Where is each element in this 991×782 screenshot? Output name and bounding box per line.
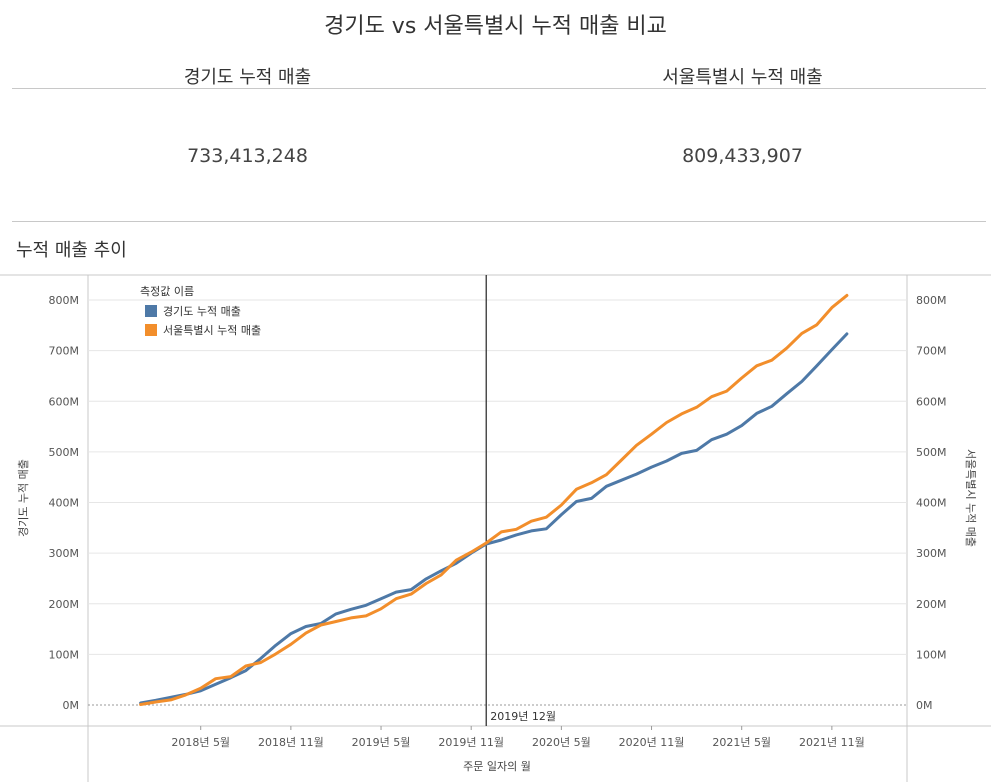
x-tick-label: 2019년 5월: [352, 736, 411, 749]
section-divider: [12, 221, 986, 222]
kpi-gyeonggi-value: 733,413,248: [187, 145, 308, 167]
dashboard-title: 경기도 vs 서울특별시 누적 매출 비교: [324, 14, 667, 39]
y-tick-label-left: 600M: [49, 395, 80, 408]
series-lines: [139, 293, 849, 706]
y-tick-label-right: 300M: [916, 547, 947, 560]
x-tick-label: 2018년 11월: [258, 736, 324, 749]
reference-line-group: 2019년 12월: [485, 275, 556, 726]
legend-entry[interactable]: 경기도 누적 매출: [163, 305, 241, 318]
chart-section-title: 누적 매출 추이: [16, 240, 127, 261]
y-axis-right: 0M 100M 200M 300M 400M 500M 600M 700M 800M: [916, 294, 947, 712]
kpi-divider: [12, 88, 986, 89]
y-tick-label-left: 0M: [63, 699, 80, 712]
y-tick-label-right: 400M: [916, 497, 947, 510]
chart-gridlines: [88, 299, 907, 706]
kpi-seoul-label: 서울특별시 누적 매출: [662, 67, 823, 88]
y-tick-label-left: 400M: [49, 497, 80, 510]
x-tick-label: 2018년 5월: [171, 736, 230, 749]
y-tick-label-right: 600M: [916, 395, 947, 408]
y-tick-label-right: 100M: [916, 648, 947, 661]
y-tick-label-left: 800M: [49, 294, 80, 307]
x-tick-label: 2019년 11월: [438, 736, 504, 749]
legend-swatch: [145, 305, 157, 317]
x-axis-title: 주문 일자의 월: [463, 759, 531, 773]
y-tick-label-right: 500M: [916, 446, 947, 459]
x-tick-label: 2020년 5월: [532, 736, 591, 749]
y-tick-label-right: 800M: [916, 294, 947, 307]
kpi-seoul-value: 809,433,907: [682, 145, 803, 167]
x-tick-label: 2021년 5월: [712, 736, 771, 749]
series-line-gyeonggi[interactable]: [139, 332, 849, 705]
x-tick-label: 2021년 11월: [799, 736, 865, 749]
y-tick-label-left: 300M: [49, 547, 80, 560]
kpi-gyeonggi-label: 경기도 누적 매출: [183, 67, 312, 88]
y-tick-label-right: 700M: [916, 345, 947, 358]
y-tick-label-left: 200M: [49, 598, 80, 611]
y-axis-right-title: 서울특별시 누적 매출: [964, 449, 977, 547]
y-axis-left-title: 경기도 누적 매출: [17, 459, 30, 537]
y-tick-label-left: 500M: [49, 446, 80, 459]
y-tick-label-left: 700M: [49, 345, 80, 358]
y-tick-label-right: 0M: [916, 699, 933, 712]
y-tick-label-right: 200M: [916, 598, 947, 611]
series-line-seoul[interactable]: [139, 293, 849, 706]
legend-swatch: [145, 324, 157, 336]
x-axis: 2018년 5월 2018년 11월 2019년 5월 2019년 11월 2020년 …: [171, 726, 865, 749]
legend-title: 측정값 이름: [140, 285, 194, 298]
legend-entry[interactable]: 서울특별시 누적 매출: [163, 324, 261, 337]
reference-line-label: 2019년 12월: [490, 710, 556, 723]
y-tick-label-left: 100M: [49, 648, 80, 661]
x-tick-label: 2020년 11월: [619, 736, 685, 749]
y-axis-left: 0M 100M 200M 300M 400M 500M 600M 700M 800M: [49, 294, 80, 712]
chart-frame: [0, 274, 991, 782]
